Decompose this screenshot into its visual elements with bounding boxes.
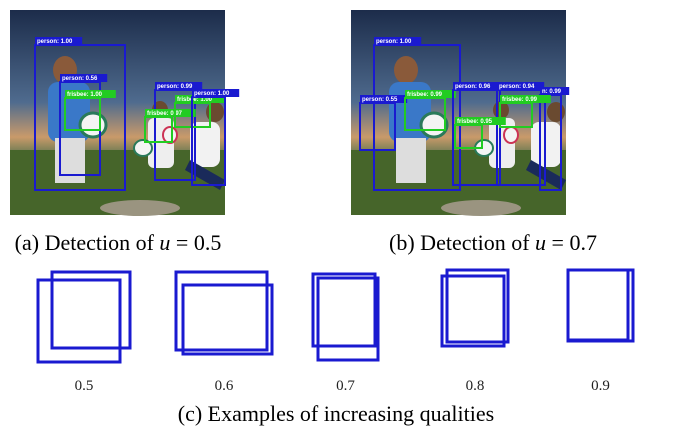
- detection-label: frisbee: 0.99: [407, 92, 443, 98]
- quality-label: 0.9: [591, 378, 610, 394]
- detection-label: person: 0.56: [62, 76, 98, 82]
- detection-label: frisbee: 0.99: [502, 97, 538, 103]
- quality-label: 0.5: [75, 378, 94, 394]
- quality-box: [313, 274, 375, 346]
- quality-examples: 0.5 0.6 0.7 0.8 0.9: [38, 270, 633, 394]
- quality-box: [183, 285, 272, 354]
- detection-label: frisbee: 0.97: [147, 111, 183, 117]
- caption-b: (b) Detection of u = 0.7: [389, 230, 597, 255]
- quality-label: 0.7: [336, 378, 355, 394]
- quality-box: [447, 270, 508, 342]
- detection-label: person: 0.96: [455, 84, 491, 90]
- detection-label: person: 0.55: [362, 97, 398, 103]
- detection-label: person: 1.00: [376, 39, 412, 45]
- quality-box: [442, 276, 504, 346]
- caption-a: (a) Detection of u = 0.5: [15, 230, 222, 255]
- detection-label: person: 0.99: [157, 84, 193, 90]
- quality-box: [318, 278, 378, 360]
- quality-box: [38, 280, 120, 362]
- quality-box: [568, 270, 633, 341]
- detection-label: frisbee: 0.95: [457, 119, 493, 125]
- detection-label: frisbee: 1.00: [67, 92, 103, 98]
- detection-label: person: 1.00: [37, 39, 73, 45]
- detection-label: n: 0.99: [542, 89, 562, 95]
- quality-label: 0.8: [466, 378, 485, 394]
- quality-box: [52, 272, 130, 348]
- caption-c: (c) Examples of increasing qualities: [178, 401, 494, 426]
- figure: person: 1.00 person: 0.56 frisbee: 1.00 per…: [0, 0, 673, 431]
- quality-label: 0.6: [215, 378, 234, 394]
- quality-box: [568, 270, 628, 340]
- detection-label: person: 1.00: [194, 91, 230, 97]
- detection-label: person: 0.94: [499, 84, 535, 90]
